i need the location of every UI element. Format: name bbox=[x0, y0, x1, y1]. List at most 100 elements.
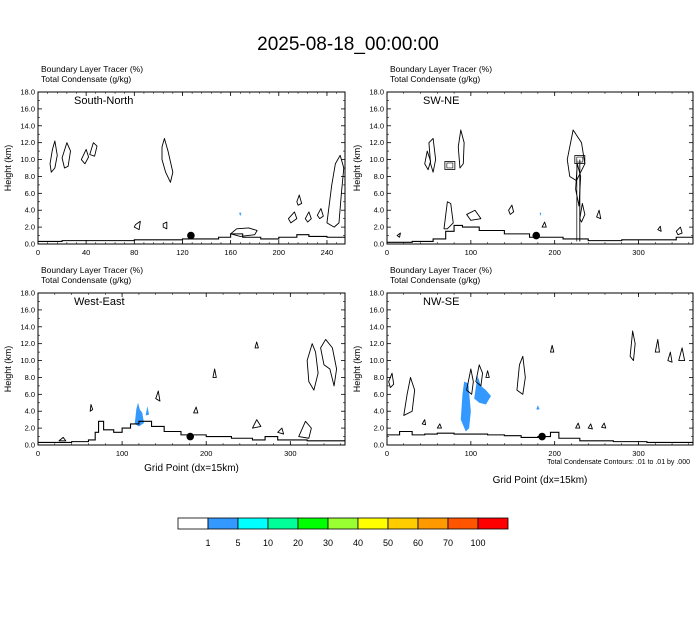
tracer-contour bbox=[550, 344, 555, 353]
tracer-contour bbox=[466, 368, 474, 395]
condensate-patch bbox=[539, 212, 542, 217]
tracer-contour bbox=[575, 422, 581, 429]
y-tick-label: 2.0 bbox=[374, 223, 384, 232]
plot-frame bbox=[37, 292, 346, 446]
tracer-contour bbox=[678, 347, 686, 362]
tracer-contour bbox=[457, 129, 465, 169]
tracer-contour bbox=[601, 422, 607, 429]
condensate-patch bbox=[145, 406, 150, 416]
tracer-contour bbox=[320, 338, 338, 387]
panel-west-east: Boundary Layer Tracer (%)Total Condensat… bbox=[3, 265, 346, 474]
y-tick-label: 14.0 bbox=[20, 322, 35, 331]
panel-title-condensate: Total Condensate (g/kg) bbox=[390, 74, 480, 84]
y-tick-label: 4.0 bbox=[25, 407, 35, 416]
plot-area bbox=[387, 129, 693, 243]
plot-area bbox=[38, 338, 345, 444]
y-tick-label: 16.0 bbox=[20, 305, 35, 314]
x-tick-label: 0 bbox=[36, 449, 40, 458]
panel-title-tracer: Boundary Layer Tracer (%) bbox=[41, 64, 143, 74]
tracer-contour bbox=[162, 221, 168, 230]
x-tick-label: 0 bbox=[36, 248, 40, 257]
tracer-contour bbox=[508, 204, 515, 215]
y-tick-label: 12.0 bbox=[369, 138, 384, 147]
terrain-line bbox=[387, 224, 693, 243]
tracer-contour bbox=[596, 209, 602, 220]
tracer-box bbox=[444, 161, 456, 170]
tracer-contour bbox=[296, 194, 303, 206]
y-tick-label: 6.0 bbox=[25, 189, 35, 198]
tracer-contour bbox=[403, 376, 416, 416]
y-axis-label: Height (km) bbox=[352, 145, 362, 192]
x-tick-label: 0 bbox=[385, 248, 389, 257]
tracer-contour bbox=[49, 140, 58, 173]
x-tick-label: 120 bbox=[176, 248, 189, 257]
colorbar-label: 10 bbox=[263, 538, 273, 548]
terrain-line bbox=[387, 430, 693, 444]
y-tick-label: 16.0 bbox=[20, 104, 35, 113]
tracer-contour bbox=[443, 201, 454, 230]
colorbar-swatch bbox=[357, 517, 389, 530]
colorbar-label: 20 bbox=[293, 538, 303, 548]
colorbar-label: 50 bbox=[383, 538, 393, 548]
colorbar-swatch bbox=[417, 517, 449, 530]
panel-title-condensate: Total Condensate (g/kg) bbox=[41, 74, 131, 84]
tracer-contour bbox=[541, 221, 547, 228]
tracer-contour bbox=[304, 211, 312, 223]
y-tick-label: 8.0 bbox=[25, 172, 35, 181]
y-tick-label: 14.0 bbox=[20, 121, 35, 130]
x-tick-label: 80 bbox=[130, 248, 138, 257]
y-tick-label: 4.0 bbox=[374, 407, 384, 416]
tracer-contour bbox=[89, 404, 94, 412]
plot-area bbox=[38, 137, 345, 243]
tracer-contour bbox=[396, 232, 401, 238]
colorbar-swatch bbox=[477, 517, 509, 530]
panel-title-condensate: Total Condensate (g/kg) bbox=[390, 275, 480, 285]
colorbar-swatch bbox=[387, 517, 419, 530]
colorbar-swatch bbox=[177, 517, 209, 530]
tracer-contour bbox=[421, 419, 427, 426]
y-tick-label: 10.0 bbox=[20, 356, 35, 365]
tracer-contour bbox=[654, 338, 660, 353]
panel-label: West-East bbox=[74, 296, 125, 308]
tracer-contour bbox=[466, 209, 482, 221]
tracer-contour bbox=[587, 423, 593, 430]
y-tick-label: 6.0 bbox=[25, 390, 35, 399]
colorbar-label: 40 bbox=[353, 538, 363, 548]
tracer-contour bbox=[89, 142, 98, 157]
tracer-contour bbox=[298, 420, 312, 439]
footnote: Total Condensate Contours: .01 to .01 by… bbox=[547, 459, 690, 466]
x-tick-label: 160 bbox=[224, 248, 237, 257]
y-tick-label: 0.0 bbox=[374, 441, 384, 450]
colorbar-label: 5 bbox=[235, 538, 240, 548]
y-tick-label: 2.0 bbox=[25, 424, 35, 433]
colorbar-label: 60 bbox=[413, 538, 423, 548]
page-title: 2025-08-18_00:00:00 bbox=[257, 34, 439, 55]
tracer-contour bbox=[436, 423, 442, 429]
y-tick-label: 4.0 bbox=[25, 206, 35, 215]
y-tick-label: 10.0 bbox=[369, 155, 384, 164]
y-tick-label: 10.0 bbox=[369, 356, 384, 365]
y-tick-label: 0.0 bbox=[374, 240, 384, 249]
tracer-contour bbox=[388, 372, 395, 389]
tracer-contour bbox=[306, 343, 319, 391]
panel-title-tracer: Boundary Layer Tracer (%) bbox=[390, 265, 492, 275]
x-tick-label: 40 bbox=[82, 248, 90, 257]
plot-frame bbox=[386, 91, 694, 245]
tracer-contour bbox=[667, 351, 673, 363]
x-tick-label: 300 bbox=[632, 449, 645, 458]
tracer-box-inner bbox=[446, 162, 454, 169]
x-axis-label: Grid Point (dx=15km) bbox=[493, 475, 588, 486]
tracer-contour bbox=[675, 226, 683, 236]
x-tick-label: 200 bbox=[548, 248, 561, 257]
y-tick-label: 2.0 bbox=[25, 223, 35, 232]
y-tick-label: 0.0 bbox=[25, 441, 35, 450]
y-tick-label: 2.0 bbox=[374, 424, 384, 433]
location-marker bbox=[532, 231, 541, 240]
y-tick-label: 0.0 bbox=[25, 240, 35, 249]
x-tick-label: 200 bbox=[273, 248, 286, 257]
tracer-contour bbox=[161, 137, 174, 183]
y-axis-label: Height (km) bbox=[3, 346, 13, 393]
x-tick-label: 200 bbox=[548, 449, 561, 458]
panel-title-condensate: Total Condensate (g/kg) bbox=[41, 275, 131, 285]
